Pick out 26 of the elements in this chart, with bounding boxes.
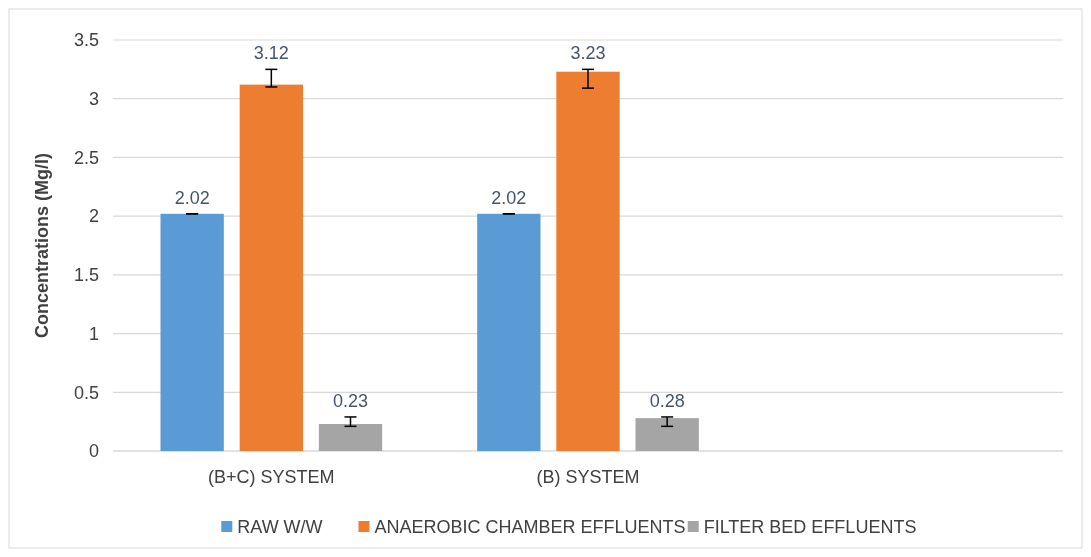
data-label: 3.23	[570, 43, 606, 64]
bar	[635, 418, 699, 451]
y-tick-label: 1	[88, 323, 99, 344]
legend-label: FILTER BED EFFLUENTS	[703, 517, 917, 538]
legend-label: ANAEROBIC CHAMBER EFFLUENTS	[374, 517, 686, 538]
data-label: 2.02	[174, 187, 210, 208]
y-tick-label: 2	[88, 206, 99, 227]
bar	[318, 423, 383, 451]
y-axis-title: Concentrations (Mg/l)	[32, 153, 52, 338]
bar	[477, 213, 541, 451]
x-tick-label: (B+C) SYSTEM	[208, 467, 335, 487]
y-tick-label: 3.5	[73, 30, 99, 51]
data-label: 2.02	[491, 187, 527, 208]
y-tick-label: 2.5	[73, 147, 99, 168]
bar	[239, 84, 303, 451]
bar	[556, 71, 620, 451]
y-tick-label: 0	[88, 441, 99, 462]
y-tick-label: 0.5	[73, 382, 99, 403]
y-tick-label: 3	[88, 89, 99, 110]
data-label: 0.28	[649, 390, 685, 411]
x-tick-label: (B) SYSTEM	[536, 467, 640, 487]
y-tick-label: 1.5	[73, 265, 99, 286]
bar	[160, 213, 224, 451]
legend-label: RAW W/W	[237, 517, 323, 538]
data-label: 3.12	[253, 43, 289, 64]
data-label: 0.23	[332, 390, 369, 411]
